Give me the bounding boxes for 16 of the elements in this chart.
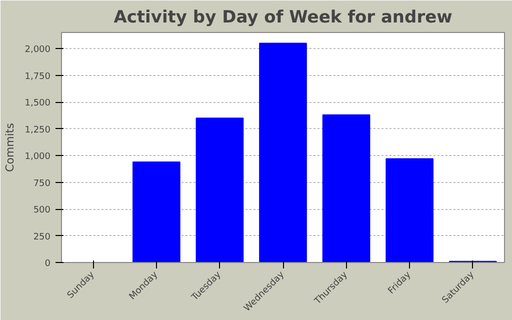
bar	[386, 158, 434, 262]
y-tick-label: 1,750	[24, 72, 51, 82]
y-tick-label: 2,000	[24, 45, 51, 56]
y-tick-label: 1,250	[24, 125, 51, 136]
bar	[322, 114, 370, 262]
y-tick-label: 0	[44, 259, 51, 269]
y-tick-label: 250	[33, 232, 51, 242]
y-tick-label: 1,000	[24, 152, 51, 162]
bar	[196, 118, 244, 262]
bar	[259, 42, 307, 262]
y-tick-label: 1,500	[24, 98, 51, 109]
y-tick-label: 750	[33, 178, 51, 189]
chart-title: Activity by Day of Week for andrew	[114, 8, 453, 28]
y-tick-label: 500	[33, 206, 51, 216]
bar	[132, 161, 180, 262]
y-axis-title: Commits	[4, 122, 17, 172]
